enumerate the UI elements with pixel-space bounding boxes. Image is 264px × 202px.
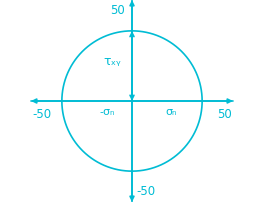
Text: 50: 50 [217,108,232,121]
Text: 50: 50 [110,4,125,17]
Text: τₓᵧ: τₓᵧ [103,55,121,68]
Text: -50: -50 [136,185,155,198]
Text: -50: -50 [33,108,52,121]
Text: -σₙ: -σₙ [99,107,115,117]
Text: σₙ: σₙ [166,107,177,117]
